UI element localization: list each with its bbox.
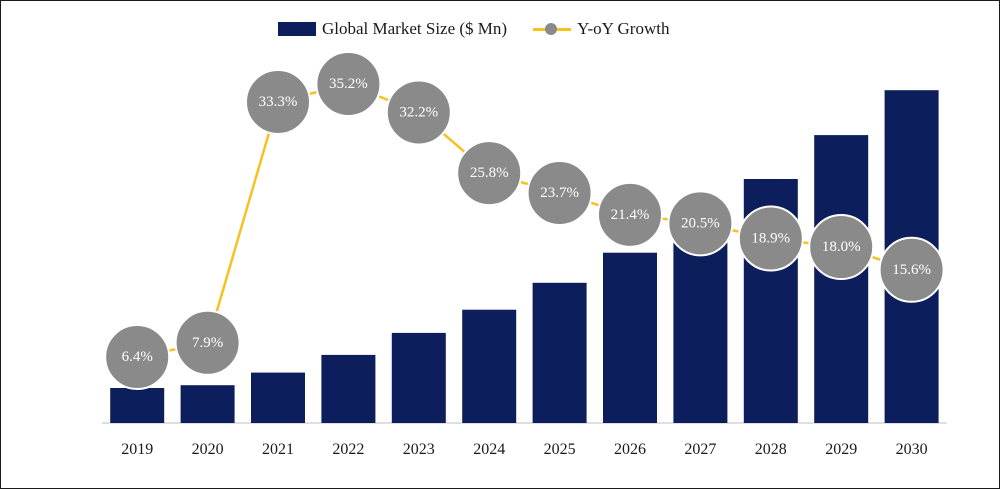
growth-label-2029: 18.0% — [822, 239, 861, 255]
legend-label-growth: Y-oY Growth — [577, 19, 670, 38]
legend-swatch-bar — [278, 22, 316, 36]
growth-marker-2029 — [808, 214, 875, 281]
growth-marker-2030 — [878, 236, 945, 303]
legend-label-market-size: Global Market Size ($ Mn) — [322, 19, 508, 38]
x-tick-2020: 2020 — [192, 441, 224, 458]
bar-2022 — [321, 354, 376, 423]
x-tick-2023: 2023 — [403, 441, 435, 458]
growth-marker-2021 — [245, 69, 311, 136]
growth-marker-2024 — [456, 140, 523, 207]
bar-2023 — [391, 332, 446, 423]
growth-label-2025: 23.7% — [540, 185, 579, 201]
growth-label-2028: 18.9% — [751, 231, 790, 247]
x-tick-2028: 2028 — [755, 441, 787, 458]
growth-label-2022: 35.2% — [329, 76, 368, 92]
growth-marker-2020 — [174, 309, 241, 376]
growth-label-2030: 15.6% — [892, 262, 931, 278]
growth-label-2021: 33.3% — [259, 94, 298, 110]
x-tick-2027: 2027 — [684, 441, 716, 458]
growth-label-2026: 21.4% — [611, 207, 650, 223]
x-tick-2022: 2022 — [332, 441, 364, 458]
growth-label-2024: 25.8% — [470, 165, 509, 181]
x-tick-2019: 2019 — [121, 441, 153, 458]
bar-2026 — [603, 252, 657, 423]
growth-marker-2023 — [385, 79, 452, 146]
legend-swatch-line — [533, 22, 572, 36]
growth-marker-2026 — [597, 181, 663, 248]
bar-2024 — [462, 309, 517, 423]
bar-2025 — [532, 282, 587, 423]
x-tick-2025: 2025 — [544, 441, 576, 458]
legend-item-growth: Y-oY Growth — [533, 19, 669, 39]
growth-marker-2025 — [526, 160, 593, 227]
legend-item-market-size: Global Market Size ($ Mn) — [278, 19, 507, 39]
growth-marker-2027 — [667, 190, 734, 257]
x-tick-2029: 2029 — [825, 441, 857, 458]
growth-marker-2019 — [104, 324, 171, 390]
growth-marker-2028 — [737, 205, 804, 272]
growth-label-2020: 7.9% — [192, 335, 223, 351]
bar-2020 — [180, 385, 235, 423]
bar-2021 — [251, 372, 305, 423]
growth-label-2027: 20.5% — [681, 215, 720, 231]
growth-label-2023: 32.2% — [399, 104, 438, 120]
bar-2019 — [110, 388, 165, 423]
x-tick-2030: 2030 — [896, 441, 928, 458]
growth-label-2019: 6.4% — [122, 349, 153, 365]
chart-legend: Global Market Size ($ Mn) Y-oY Growth — [278, 17, 669, 41]
growth-marker-2022 — [315, 51, 382, 117]
x-tick-2021: 2021 — [262, 441, 294, 458]
x-tick-2026: 2026 — [614, 441, 646, 458]
x-tick-2024: 2024 — [473, 441, 505, 458]
